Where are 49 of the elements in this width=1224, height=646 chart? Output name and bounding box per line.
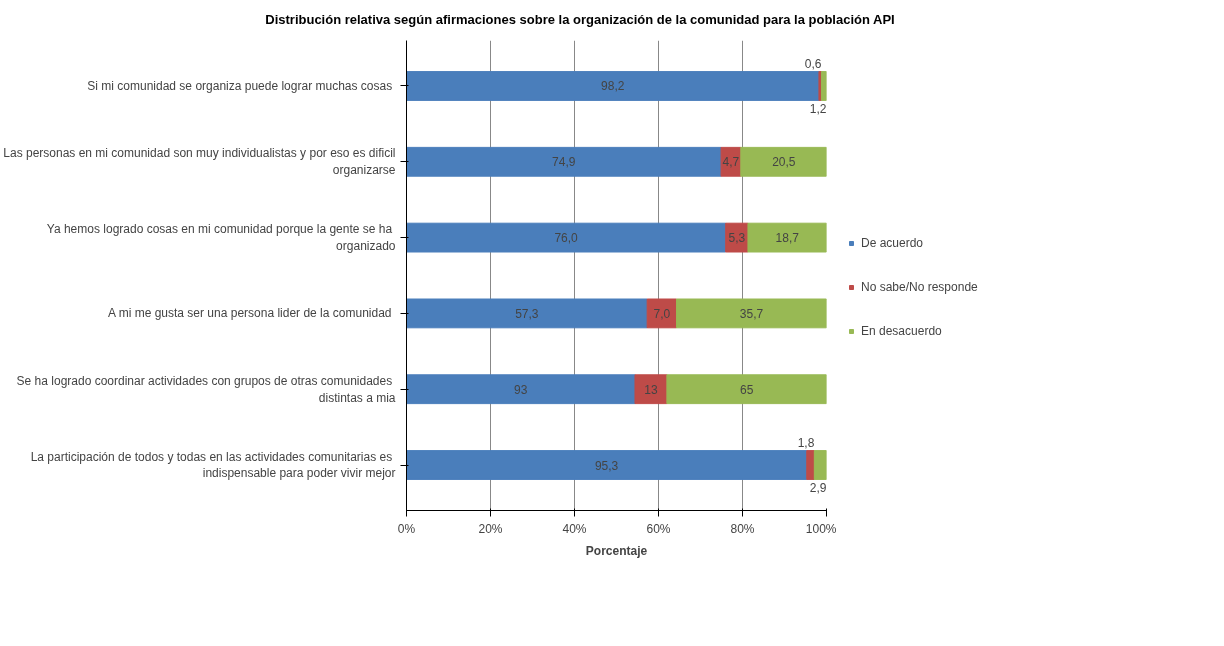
annotation: 13 (644, 382, 658, 397)
y-tick-label: La participación de todos y todas en las actividades comunitarias es indispensable para poder vivir mejor (30, 449, 396, 480)
legend-label: En desacuerdo (861, 324, 942, 339)
data-label: 35,7 (739, 306, 764, 321)
data-label: 76,0 (554, 230, 579, 245)
y-tick-label: Las personas en mi comunidad son muy individualistas y por eso es dificil organizarse (3, 145, 396, 177)
data-label: 5,3 (728, 230, 746, 245)
bar (406, 146, 722, 177)
data-label: 20,5 (772, 154, 796, 169)
y-tick-label: Si mi comunidad se organiza puede lograr muchas cosas (87, 78, 393, 93)
y-tick-label: Se ha logrado coordinar actividades con grupos de otras comunidades distintas a mia (16, 373, 396, 405)
bar (676, 298, 827, 328)
annotation: 93 (514, 382, 528, 397)
x-axis-title: Porcentaje (585, 543, 648, 558)
legend-label: No sabe/No responde (861, 280, 978, 295)
data-label: 95,3 (594, 458, 619, 473)
legend-label: De acuerdo (861, 236, 924, 251)
data-label: 2,9 (809, 480, 827, 495)
data-label: 4,7 (722, 154, 740, 169)
bar (406, 298, 648, 328)
x-tick-label: 20% (478, 521, 503, 536)
bar (406, 222, 727, 253)
data-label: 98,2 (601, 79, 625, 94)
x-tick-label: 60% (646, 521, 671, 536)
data-label: 74,9 (552, 154, 576, 169)
bar (813, 449, 827, 480)
bar (406, 70, 820, 101)
data-label: 1,2 (809, 101, 827, 116)
data-label: 7,0 (653, 306, 671, 321)
bar (406, 373, 636, 404)
bar (666, 373, 827, 404)
x-tick-label: 80% (730, 521, 755, 536)
data-label: 18,7 (775, 230, 800, 245)
y-tick-label: A mi me gusta ser una persona lider de la comunidad (108, 305, 392, 320)
annotation: 65 (740, 382, 754, 397)
data-label: 1,8 (797, 435, 815, 450)
y-tick-label: Ya hemos logrado cosas en mi comunidad porque la gente se ha organizado (46, 221, 396, 253)
bar (740, 146, 827, 177)
x-tick-label: 40% (562, 521, 587, 536)
data-label: 57,3 (515, 306, 539, 321)
bar (820, 70, 827, 101)
x-tick-label: 100% (805, 521, 837, 536)
bar (634, 373, 668, 404)
data-label: 0,6 (804, 56, 822, 71)
bar (806, 449, 815, 480)
chart-title: Distribución relativa según afirmaciones sobre la organización de la comunidad para la población API (265, 11, 895, 29)
x-tick-label: 0% (397, 521, 416, 536)
bar (406, 449, 808, 480)
bar (747, 222, 827, 253)
